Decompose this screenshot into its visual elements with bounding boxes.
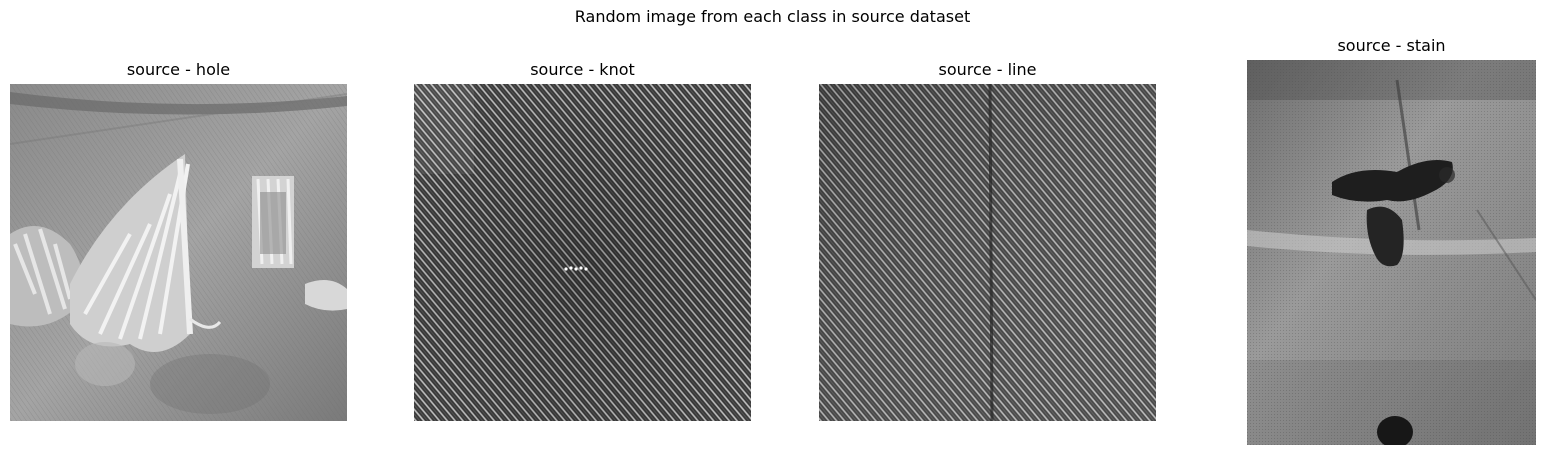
panel-title-line: source - line: [938, 60, 1037, 79]
figure-suptitle: Random image from each class in source d…: [574, 7, 971, 26]
knot-image: [414, 84, 751, 421]
stain-image: [1247, 60, 1536, 445]
panel-title-stain: source - stain: [1337, 36, 1446, 55]
line-image: [819, 84, 1156, 421]
panel-title-hole: source - hole: [126, 60, 231, 79]
panel-title-knot: source - knot: [530, 60, 635, 79]
hole-image: [10, 84, 347, 421]
